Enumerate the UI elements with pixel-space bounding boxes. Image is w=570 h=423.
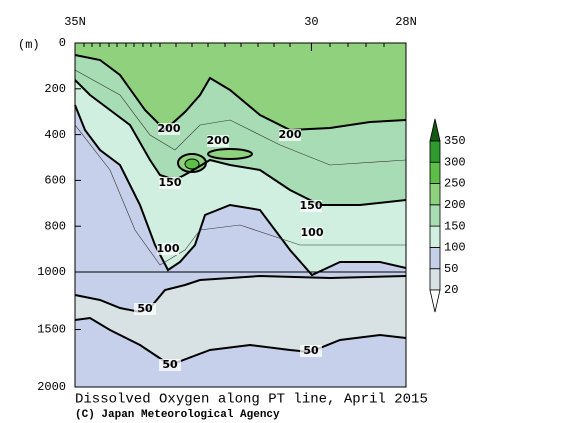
label-bg	[159, 177, 181, 189]
contour-label: 100	[157, 242, 180, 255]
y-tick-label: 600	[44, 174, 66, 188]
band	[75, 43, 406, 130]
x-tick-label: 30	[304, 15, 318, 29]
y-tick-label: 800	[44, 219, 66, 233]
contour-lines	[74, 54, 407, 367]
contour-fill	[75, 43, 406, 387]
contour-line	[74, 104, 407, 277]
contour-line	[177, 153, 207, 173]
colorbar-label: 50	[444, 262, 458, 276]
colorbar-label: 350	[444, 134, 466, 148]
contour-line	[184, 158, 200, 170]
contour-label: 150	[300, 199, 323, 212]
colorbar-label: 150	[444, 219, 466, 233]
x-tick-label: 35N	[64, 15, 86, 29]
y-tick-label: 0	[59, 36, 66, 50]
contour-line	[207, 148, 253, 160]
y-tick-label: 400	[44, 128, 66, 142]
contour-label: 200	[279, 128, 302, 141]
x-tick-label: 28N	[395, 15, 417, 29]
contour-label: 200	[158, 122, 181, 135]
band	[208, 149, 252, 159]
chart-title: Dissolved Oxygen along PT line, April 20…	[75, 392, 428, 408]
colorbar-under	[429, 289, 441, 313]
annotations: 200 200 200 150 150 100 100 50 50 50	[134, 122, 324, 371]
y-tick-label: 200	[44, 82, 66, 96]
credit: (C) Japan Meteorological Agency	[75, 409, 280, 421]
contour-line	[74, 316, 407, 367]
colorbar-label: 300	[444, 155, 466, 169]
colorbar-segment	[429, 246, 441, 270]
label-bg	[207, 135, 229, 147]
y-tick-label: 1000	[37, 265, 66, 279]
contour-label: 150	[159, 176, 182, 189]
label-bg	[301, 227, 323, 239]
contour-label: 50	[303, 344, 319, 357]
contour-label: 200	[207, 134, 230, 147]
contour-line-thin	[74, 69, 407, 166]
contour-line	[74, 54, 407, 132]
colorbar-segment	[429, 204, 441, 227]
label-bg	[134, 303, 156, 315]
label-bg	[158, 123, 180, 135]
colorbar-segment	[429, 140, 441, 163]
y-tick-label: 1500	[37, 323, 66, 337]
colorbar-segment	[429, 268, 441, 291]
band	[185, 159, 199, 169]
label-bg	[159, 359, 181, 371]
label-bg	[157, 243, 179, 255]
colorbar-segment	[429, 161, 441, 184]
colorbar-label: 100	[444, 241, 466, 255]
label-bg	[279, 129, 301, 141]
band	[75, 318, 406, 387]
contour-line	[74, 274, 407, 314]
colorbar-label: 250	[444, 177, 466, 191]
contour-label: 100	[301, 226, 324, 239]
y-tick-label: 2000	[37, 380, 66, 394]
colorbar-label: 20	[444, 283, 458, 297]
contour-line-thin	[74, 124, 406, 266]
colorbar-segment	[429, 183, 441, 206]
y-axis-label: (m)	[18, 38, 40, 52]
contour-label: 50	[137, 302, 153, 315]
contour-label: 50	[162, 358, 178, 371]
colorbar-over	[429, 118, 441, 142]
colorbar-segment	[429, 225, 441, 248]
colorbar-label: 200	[444, 198, 466, 212]
label-bg	[300, 200, 322, 212]
label-bg	[300, 345, 322, 357]
